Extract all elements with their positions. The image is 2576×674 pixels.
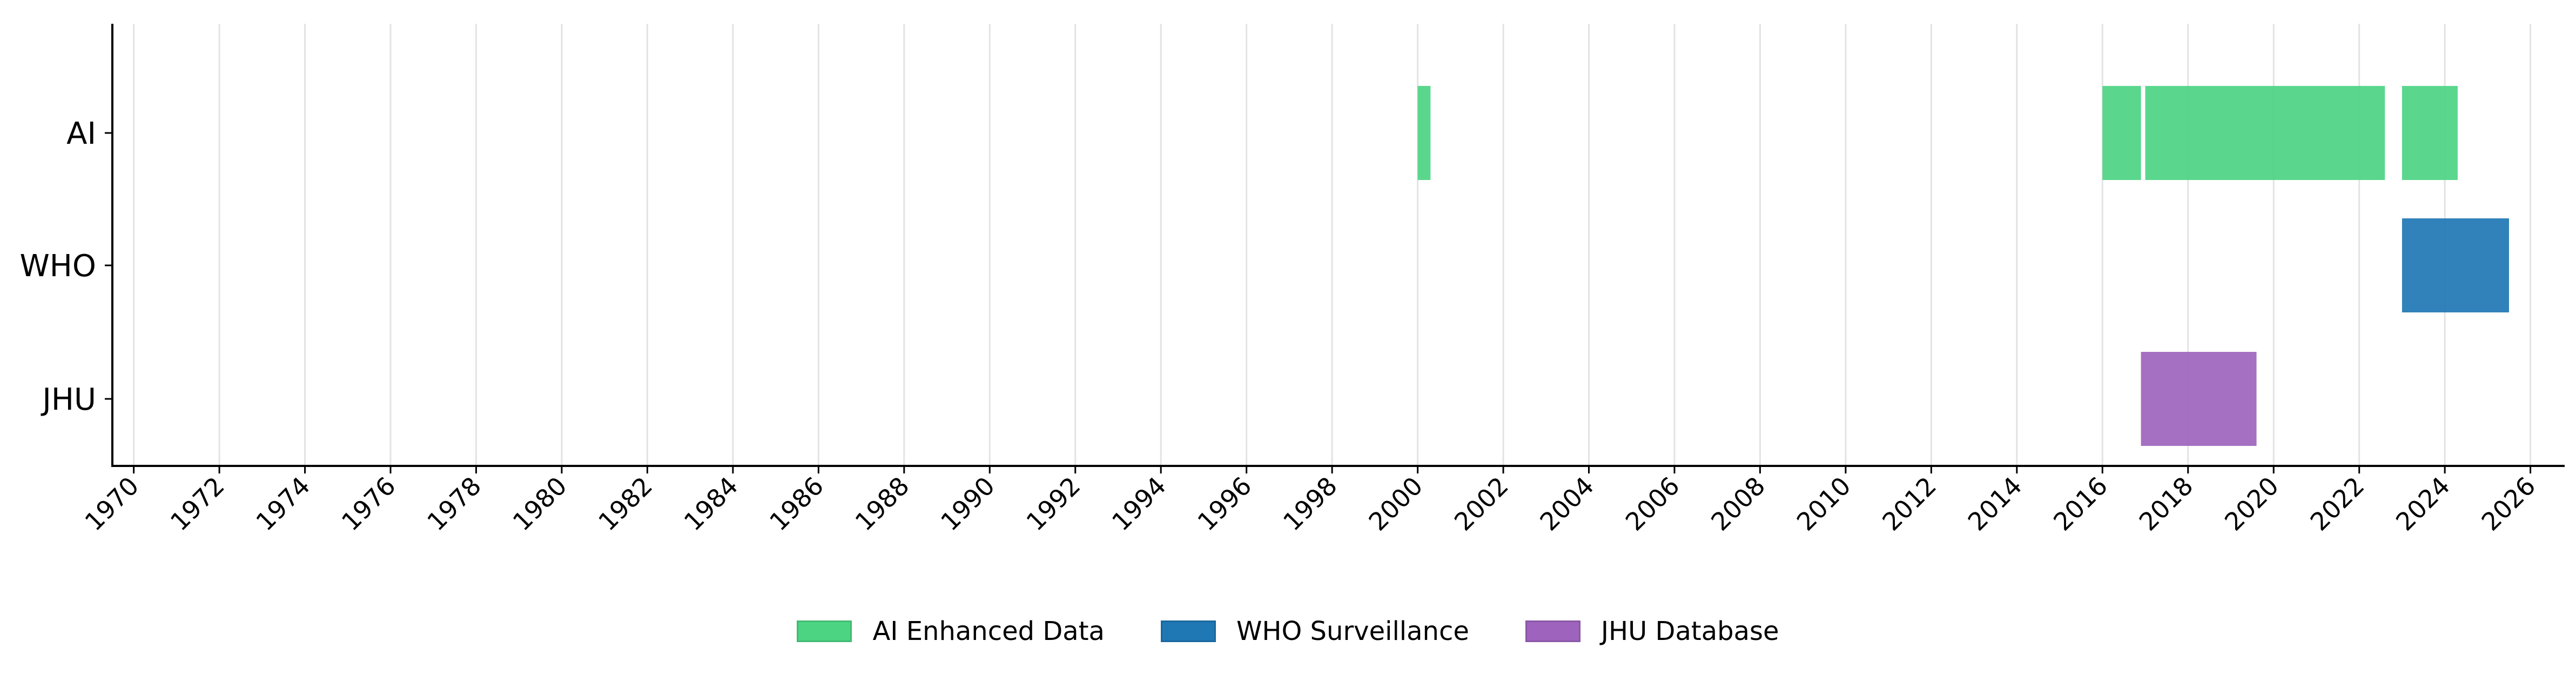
x-tick-label-1972: 1972 — [165, 471, 230, 537]
x-tick-label-1980: 1980 — [507, 471, 573, 537]
x-tick-label-1988: 1988 — [850, 471, 915, 537]
x-tick-label-1998: 1998 — [1277, 471, 1343, 537]
x-tick-label-2012: 2012 — [1876, 471, 1942, 537]
x-tick-label-2024: 2024 — [2390, 471, 2456, 537]
x-tick-label-2004: 2004 — [1534, 471, 1599, 537]
legend-item-ai[interactable]: AI Enhanced Data — [797, 616, 1105, 646]
x-axis-ticks: 1970 1972 1974 1976 1978 1980 1982 1984 1986 1988… — [79, 466, 2541, 537]
legend-label-who: WHO Surveillance — [1236, 616, 1469, 646]
x-tick-label-2016: 2016 — [2048, 471, 2113, 537]
x-tick-label-2010: 2010 — [1791, 471, 1857, 537]
x-tick-label-1970: 1970 — [79, 471, 144, 537]
x-tick-label-1982: 1982 — [593, 471, 658, 537]
x-tick-label-2022: 2022 — [2304, 471, 2370, 537]
bars — [1417, 86, 2509, 446]
y-axis-categories: AI WHO JHU — [19, 116, 112, 417]
x-tick-label-1996: 1996 — [1192, 471, 1257, 537]
y-category-label-ai: AI — [66, 116, 96, 151]
bar-ai-1 — [2102, 86, 2141, 180]
bar-ai-2 — [2145, 86, 2385, 180]
x-tick-label-2008: 2008 — [1705, 471, 1771, 537]
legend-swatch-jhu — [1525, 620, 1580, 642]
x-tick-label-2014: 2014 — [1962, 471, 2028, 537]
y-category-label-jhu: JHU — [41, 382, 96, 417]
x-tick-label-2020: 2020 — [2219, 471, 2284, 537]
x-tick-label-1984: 1984 — [678, 471, 744, 537]
x-tick-label-2002: 2002 — [1449, 471, 1514, 537]
bar-ai-0 — [1417, 86, 1431, 180]
y-category-label-who: WHO — [19, 249, 96, 284]
x-tick-label-2006: 2006 — [1620, 471, 1685, 537]
legend-label-jhu: JHU Database — [1600, 616, 1779, 646]
legend-swatch-who — [1160, 620, 1216, 642]
legend-item-who[interactable]: WHO Surveillance — [1160, 616, 1469, 646]
x-tick-label-1978: 1978 — [421, 471, 487, 537]
x-tick-label-2000: 2000 — [1363, 471, 1428, 537]
x-tick-label-2026: 2026 — [2476, 471, 2541, 537]
bar-who-0 — [2402, 218, 2509, 312]
legend-item-jhu[interactable]: JHU Database — [1525, 616, 1779, 646]
x-tick-label-1994: 1994 — [1106, 471, 1172, 537]
x-tick-label-1990: 1990 — [935, 471, 1000, 537]
grid-lines — [133, 24, 2532, 466]
x-tick-label-1986: 1986 — [764, 471, 829, 537]
legend-label-ai: AI Enhanced Data — [872, 616, 1105, 646]
x-tick-label-2018: 2018 — [2134, 471, 2199, 537]
legend: AI Enhanced Data WHO Surveillance JHU Da… — [0, 616, 2576, 646]
bar-jhu-0 — [2141, 352, 2257, 446]
x-tick-label-1976: 1976 — [336, 471, 401, 537]
x-tick-label-1974: 1974 — [250, 471, 315, 537]
bar-ai-3 — [2402, 86, 2458, 180]
legend-swatch-ai — [797, 620, 852, 642]
x-tick-label-1992: 1992 — [1021, 471, 1086, 537]
axes — [111, 24, 2565, 467]
